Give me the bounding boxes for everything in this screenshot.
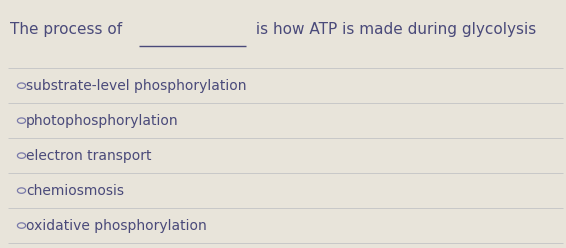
Text: The process of: The process of <box>10 22 127 37</box>
Text: oxidative phosphorylation: oxidative phosphorylation <box>26 218 207 233</box>
Text: is how ATP is made during glycolysis: is how ATP is made during glycolysis <box>251 22 536 37</box>
Text: chemiosmosis: chemiosmosis <box>26 184 124 198</box>
Text: electron transport: electron transport <box>26 149 152 163</box>
Text: photophosphorylation: photophosphorylation <box>26 114 179 128</box>
Text: substrate-level phosphorylation: substrate-level phosphorylation <box>26 79 247 93</box>
